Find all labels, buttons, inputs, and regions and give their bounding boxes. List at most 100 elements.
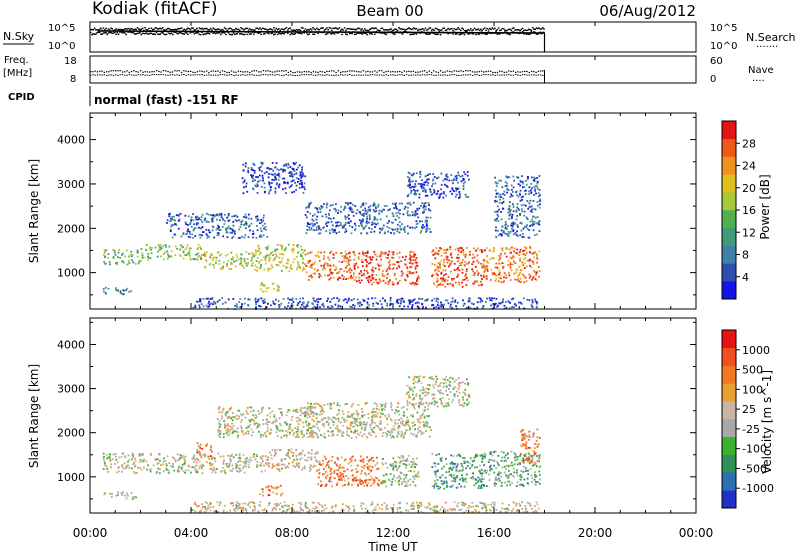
heatmap-cell [512,191,514,193]
heatmap-cell [304,454,306,457]
heatmap-cell [219,455,222,458]
heatmap-cell [393,460,396,463]
noise-sky-point [376,29,379,31]
heatmap-cell [310,201,313,204]
heatmap-cell [481,483,483,486]
heatmap-cell [417,475,420,478]
heatmap-cell [467,279,469,282]
heatmap-cell [531,187,533,190]
nave-point [296,74,299,76]
heatmap-cell [467,262,469,265]
heatmap-cell [357,484,360,487]
heatmap-cell [160,247,163,250]
heatmap-cell [477,272,480,275]
heatmap-cell [536,182,539,185]
freq-point [387,70,390,72]
heatmap-cell [436,470,439,473]
nave-point [269,74,271,76]
heatmap-cell [201,213,204,216]
heatmap-cell [335,251,338,254]
heatmap-cell [149,469,151,471]
heatmap-cell [275,264,278,266]
heatmap-cell [534,216,537,219]
heatmap-cell [354,459,357,462]
heatmap-cell [456,301,459,304]
heatmap-cell [240,262,243,264]
heatmap-cell [416,213,419,215]
heatmap-cell [178,458,181,461]
freq-point [251,70,253,72]
heatmap-cell [378,264,380,267]
heatmap-cell [114,463,116,465]
freq-point [460,70,462,72]
freq-point [537,70,540,72]
heatmap-cell [396,476,399,479]
heatmap-cell [407,470,410,472]
heatmap-cell [171,218,173,221]
heatmap-cell [366,252,369,254]
heatmap-cell [412,281,414,284]
freq-point [315,71,317,73]
heatmap-cell [184,214,187,217]
heatmap-cell [462,188,465,190]
heatmap-cell [284,248,287,251]
heatmap-cell [530,266,533,269]
freq-point [308,71,310,73]
nave-point [180,74,183,76]
noise-search-point [111,32,114,34]
power-colorbar-label: Power [dB] [758,174,772,239]
heatmap-cell [304,214,307,216]
noise-search-point [447,32,449,35]
heatmap-cell [324,470,327,473]
heatmap-cell [502,201,505,203]
heatmap-cell [329,204,332,207]
heatmap-cell [363,269,366,272]
heatmap-cell [209,256,212,259]
heatmap-cell [235,464,238,467]
heatmap-cell [295,298,298,300]
heatmap-cell [476,481,479,483]
heatmap-cell [411,174,413,177]
heatmap-cell [449,190,452,193]
noise-sky-point [509,28,511,30]
heatmap-cell [199,464,202,467]
noise-sky-point [117,28,120,30]
heatmap-cell [247,169,249,172]
noise-sky-point [494,27,496,29]
heatmap-cell [516,230,518,233]
heatmap-cell [400,260,403,262]
heatmap-cell [291,299,294,301]
heatmap-cell [380,258,382,261]
noise-search-point [233,33,236,36]
heatmap-cell [371,477,374,480]
noise-search-point [252,33,255,35]
noise-search-point [225,33,227,36]
heatmap-cell [499,302,502,305]
heatmap-cell [501,202,504,205]
heatmap-cell [130,255,133,258]
heatmap-cell [358,301,360,304]
heatmap-cell [306,252,309,255]
nave-point [437,74,440,76]
heatmap-cell [258,464,261,467]
heatmap-cell [302,266,305,269]
heatmap-cell [509,302,511,304]
heatmap-cell [371,273,374,276]
heatmap-cell [450,174,453,176]
heatmap-cell [103,249,106,252]
heatmap-cell [344,298,347,301]
heatmap-cell [515,210,518,213]
heatmap-cell [426,194,429,197]
noise-search-point [495,31,497,33]
heatmap-cell [157,250,159,253]
heatmap-cell [412,259,415,261]
heatmap-cell [346,468,349,471]
nave-point [235,74,237,76]
heatmap-cell [475,482,477,485]
heatmap-cell [226,231,229,234]
heatmap-cell [504,221,507,223]
nave-point [537,74,540,76]
heatmap-cell [256,184,259,187]
heatmap-cell [222,261,225,264]
noise-sky-point [467,29,470,31]
